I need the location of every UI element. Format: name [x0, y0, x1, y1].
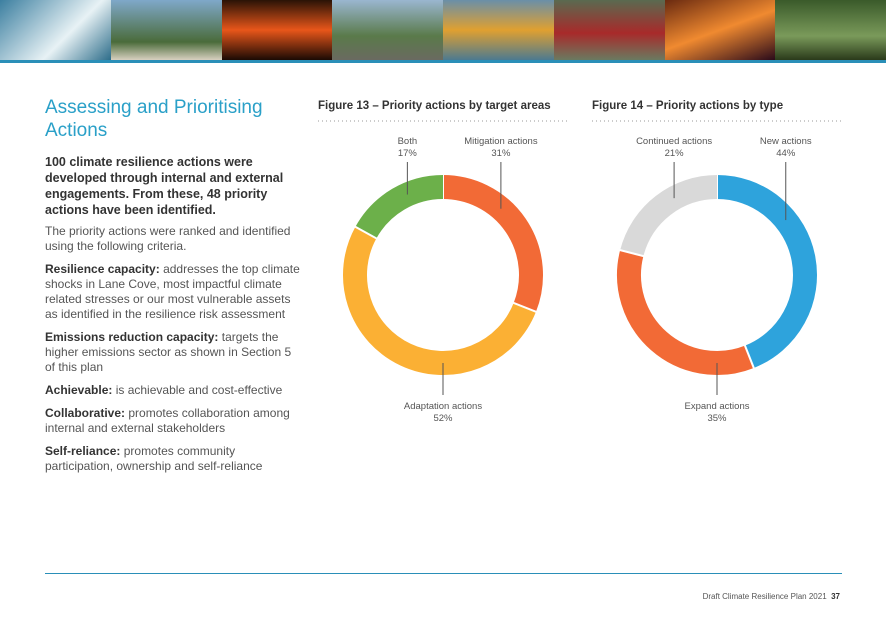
criterion-text: targets the higher emissions sector as s…: [45, 330, 292, 374]
heading: Assessing and Prioritising Actions: [45, 97, 263, 141]
segment-gap: [608, 246, 656, 261]
figure-title: Figure 14 – Priority actions by type: [592, 100, 783, 112]
criterion: Achievable: is achievable and cost-effec…: [45, 383, 303, 398]
segment-label: Both: [398, 136, 418, 147]
segment-gap: [344, 220, 388, 246]
footer: Draft Climate Resilience Plan 2021 37: [703, 592, 840, 601]
intro: The priority actions were ranked and ide…: [45, 224, 291, 253]
criterion-term: Resilience capacity:: [45, 262, 160, 276]
donut-segment: [343, 226, 536, 375]
segment-label: Continued actions: [636, 136, 712, 147]
segment-label: Adaptation actions: [404, 401, 482, 412]
segment-value: 21%: [665, 148, 685, 159]
footer-title: Draft Climate Resilience Plan 2021: [702, 592, 827, 601]
lead: 100 climate resilience actions were deve…: [45, 155, 284, 217]
body: The priority actions were ranked and ide…: [45, 224, 303, 482]
criteria: Resilience capacity: addresses the top c…: [45, 262, 303, 474]
segment-label: Expand actions: [685, 401, 750, 412]
segment-label: Mitigation actions: [464, 136, 538, 147]
banner: [0, 0, 886, 63]
segment-gap: [502, 297, 548, 318]
segment-value: 44%: [776, 148, 796, 159]
criterion-term: Achievable:: [45, 383, 113, 397]
criterion-term: Self-reliance:: [45, 444, 121, 458]
criterion-term: Collaborative:: [45, 406, 126, 420]
criterion: Collaborative: promotes collaboration am…: [45, 406, 303, 436]
criterion-text: addresses the top climate shocks in Lane…: [45, 262, 300, 321]
criterion-term: Emissions reduction capacity:: [45, 330, 219, 344]
segment-value: 52%: [433, 413, 453, 424]
donut-segment: [620, 175, 718, 257]
segment-label: New actions: [760, 136, 812, 147]
segment-value: 35%: [707, 413, 727, 424]
donut-segment: [355, 175, 444, 239]
criterion-text: promotes community participation, owners…: [45, 444, 263, 473]
criterion: Emissions reduction capacity: targets th…: [45, 330, 303, 375]
page-number: 37: [831, 592, 840, 601]
donut-segment: [617, 250, 754, 375]
segment-gap: [739, 334, 760, 380]
criterion-text: promotes collaboration among internal an…: [45, 406, 290, 435]
figure-title: Figure 13 – Priority actions by target a…: [318, 100, 551, 112]
segment-value: 17%: [398, 148, 418, 159]
donut-segment: [442, 175, 543, 312]
segment-value: 31%: [491, 148, 511, 159]
criterion: Self-reliance: promotes community partic…: [45, 444, 303, 474]
criterion-text: is achievable and cost-effective: [115, 383, 283, 397]
footer-rule: [45, 573, 842, 574]
donut-segment: [716, 175, 817, 368]
criterion: Resilience capacity: addresses the top c…: [45, 262, 303, 322]
